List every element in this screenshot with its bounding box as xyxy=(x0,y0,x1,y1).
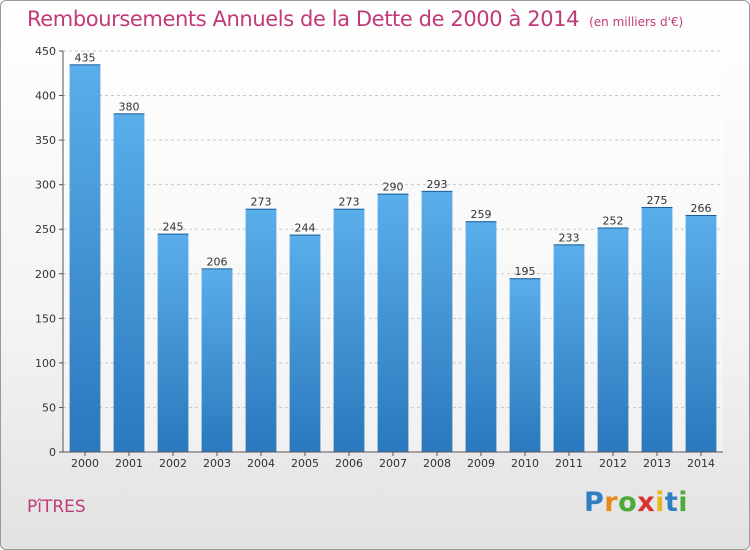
bar xyxy=(421,190,453,452)
y-tick-label: 450 xyxy=(35,45,56,58)
logo-letter: i xyxy=(678,487,689,518)
x-tick-label: 2005 xyxy=(291,457,319,470)
bar xyxy=(289,234,321,452)
bar-chart: 435 380 245 206 273 244 273 290 293 259 195 233 252 2… xyxy=(35,45,723,470)
proxiti-logo: Proxiti xyxy=(584,487,688,518)
logo-letter: o xyxy=(618,487,638,518)
logo-letter: t xyxy=(664,487,679,518)
x-tick-label: 2004 xyxy=(247,457,275,470)
y-tick-label: 250 xyxy=(35,223,56,236)
bar xyxy=(597,227,629,452)
x-tick-label: 2011 xyxy=(555,457,583,470)
bar xyxy=(245,208,277,452)
data-label: 273 xyxy=(339,196,360,209)
data-label: 273 xyxy=(251,196,272,209)
logo-letter: P xyxy=(584,487,605,518)
bar xyxy=(641,206,673,452)
y-tick-label: 0 xyxy=(49,446,56,459)
y-tick-label: 300 xyxy=(35,179,56,192)
bar xyxy=(685,214,717,452)
y-tick-label: 200 xyxy=(35,268,56,281)
x-tick-label: 2013 xyxy=(643,457,671,470)
commune-name: PîTRES xyxy=(27,497,86,517)
data-label: 259 xyxy=(471,208,492,221)
x-tick-label: 2009 xyxy=(467,457,495,470)
x-tick-label: 2002 xyxy=(159,457,187,470)
bar xyxy=(69,64,101,452)
data-label: 195 xyxy=(515,265,536,278)
y-tick-label: 350 xyxy=(35,134,56,147)
chart-title-text: Remboursements Annuels de la Dette de 20… xyxy=(27,7,580,31)
data-label: 245 xyxy=(163,221,184,234)
chart-title: Remboursements Annuels de la Dette de 20… xyxy=(27,7,683,31)
bar xyxy=(201,268,233,452)
x-tick-label: 2006 xyxy=(335,457,363,470)
x-tick-label: 2014 xyxy=(687,457,715,470)
bar xyxy=(553,244,585,452)
x-tick-label: 2010 xyxy=(511,457,539,470)
data-label: 293 xyxy=(427,178,448,191)
data-label: 266 xyxy=(691,202,712,215)
bar xyxy=(113,113,145,452)
data-label: 380 xyxy=(119,100,140,113)
logo-letter: i xyxy=(655,487,665,518)
y-tick-label: 100 xyxy=(35,357,56,370)
unit-note: (en milliers d'€) xyxy=(589,15,684,29)
data-label: 233 xyxy=(559,231,580,244)
logo-letter: r xyxy=(604,487,619,518)
bar xyxy=(509,278,541,452)
bar xyxy=(157,233,189,452)
bar xyxy=(465,221,497,452)
x-tick-label: 2008 xyxy=(423,457,451,470)
y-tick-label: 50 xyxy=(42,401,56,414)
data-label: 206 xyxy=(207,255,228,268)
y-tick-label: 400 xyxy=(35,90,56,103)
bar xyxy=(333,208,365,452)
data-label: 252 xyxy=(603,214,624,227)
x-tick-label: 2007 xyxy=(379,457,407,470)
bar xyxy=(377,193,409,453)
x-tick-label: 2000 xyxy=(71,457,99,470)
y-tick-label: 150 xyxy=(35,312,56,325)
data-label: 275 xyxy=(647,194,668,207)
data-label: 290 xyxy=(383,181,404,194)
x-tick-label: 2001 xyxy=(115,457,143,470)
x-tick-label: 2003 xyxy=(203,457,231,470)
x-tick-label: 2012 xyxy=(599,457,627,470)
logo-letter: x xyxy=(637,487,656,518)
data-label: 244 xyxy=(295,222,316,235)
data-label: 435 xyxy=(75,51,96,64)
